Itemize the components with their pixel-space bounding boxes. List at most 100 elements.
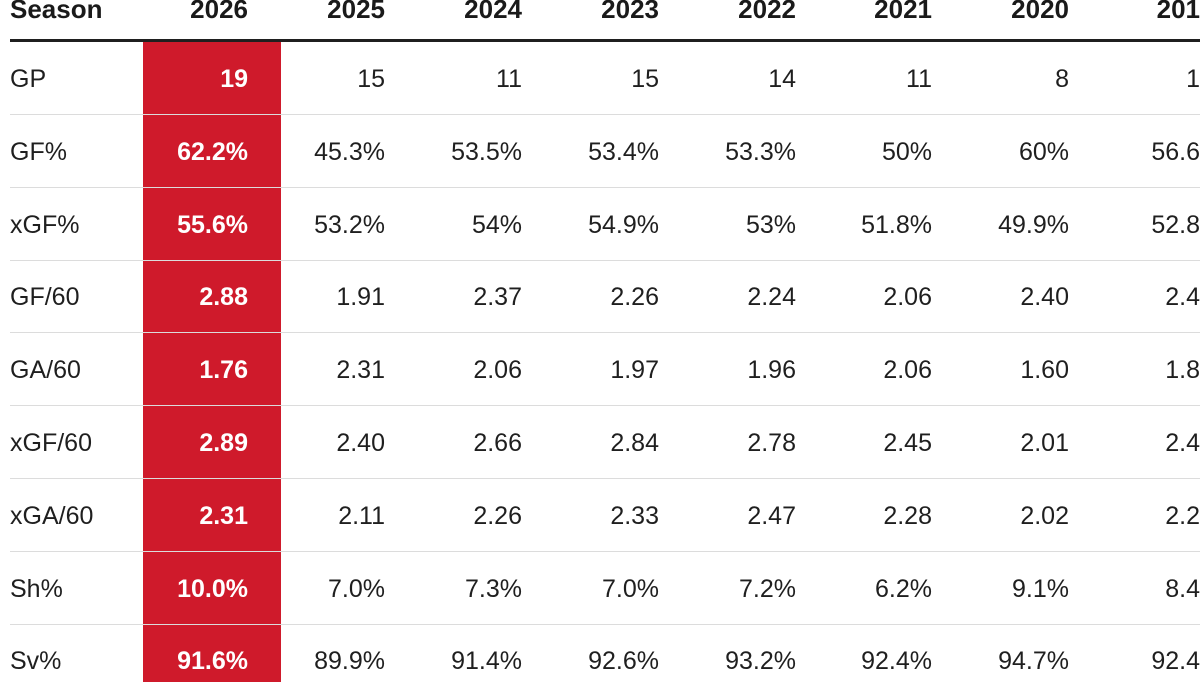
column-header-2026: 2026 xyxy=(190,0,248,24)
cell-xGF%-2022: 53% xyxy=(745,210,796,239)
cell-xGF/60-2021: 2.45 xyxy=(883,429,932,457)
row-label-GA/60: GA/60 xyxy=(10,356,81,385)
row-divider xyxy=(10,623,1200,625)
cell-GP-2026: 19 xyxy=(220,65,248,93)
cell-xGA/60-2021: 2.28 xyxy=(883,501,932,530)
row-label-GF%: GF% xyxy=(10,137,67,166)
cell-GA/60-2026: 1.76 xyxy=(199,356,248,385)
cell-GA/60-2025: 2.31 xyxy=(336,356,385,385)
cell-GF%-2024: 53.5% xyxy=(451,137,522,166)
cell-GA/60-201: 1.8 xyxy=(1165,356,1200,385)
cell-GA/60-2023: 1.97 xyxy=(610,356,659,385)
cell-GP-2023: 15 xyxy=(631,65,659,93)
cell-GF%-201: 56.6 xyxy=(1151,137,1200,166)
cell-xGA/60-2024: 2.26 xyxy=(473,501,522,530)
cell-GA/60-2022: 1.96 xyxy=(747,356,796,385)
row-label-Sh%: Sh% xyxy=(10,574,63,603)
cell-GF/60-201: 2.4 xyxy=(1165,283,1200,312)
cell-xGA/60-201: 2.2 xyxy=(1165,501,1200,530)
highlight-column-band xyxy=(143,42,281,682)
cell-xGF/60-2022: 2.78 xyxy=(747,429,796,457)
cell-xGF/60-2023: 2.84 xyxy=(610,429,659,457)
cell-xGA/60-2025: 2.11 xyxy=(338,501,385,530)
cell-Sh%-2022: 7.2% xyxy=(739,574,796,603)
cell-xGF/60-2024: 2.66 xyxy=(473,429,522,457)
cell-xGA/60-2020: 2.02 xyxy=(1020,501,1069,530)
row-divider xyxy=(10,332,1200,334)
cell-Sh%-201: 8.4 xyxy=(1165,574,1200,603)
cell-Sh%-2020: 9.1% xyxy=(1012,574,1069,603)
cell-xGA/60-2023: 2.33 xyxy=(610,501,659,530)
cell-GA/60-2020: 1.60 xyxy=(1020,356,1069,385)
row-divider xyxy=(10,550,1200,552)
cell-Sh%-2025: 7.0% xyxy=(328,574,385,603)
row-label-Sv%: Sv% xyxy=(10,647,62,676)
cell-Sv%-2023: 92.6% xyxy=(588,647,659,676)
cell-Sv%-2025: 89.9% xyxy=(314,647,385,676)
cell-Sh%-2024: 7.3% xyxy=(465,574,522,603)
cell-xGF%-201: 52.8 xyxy=(1151,210,1200,239)
cell-Sv%-2020: 94.7% xyxy=(998,647,1069,676)
cell-Sv%-2022: 93.2% xyxy=(725,647,796,676)
cell-Sv%-2026: 91.6% xyxy=(177,647,248,676)
cell-Sh%-2023: 7.0% xyxy=(602,574,659,603)
cell-xGF/60-2025: 2.40 xyxy=(336,429,385,457)
cell-xGF%-2026: 55.6% xyxy=(177,210,248,239)
cell-xGF/60-2020: 2.01 xyxy=(1020,429,1069,457)
cell-xGF%-2020: 49.9% xyxy=(998,210,1069,239)
cell-GF%-2025: 45.3% xyxy=(314,137,385,166)
column-header-2025: 2025 xyxy=(327,0,385,24)
cell-Sv%-201: 92.4 xyxy=(1151,647,1200,676)
column-header-2024: 2024 xyxy=(464,0,522,24)
row-label-xGF%: xGF% xyxy=(10,210,80,239)
cell-xGF%-2021: 51.8% xyxy=(861,210,932,239)
cell-xGF/60-201: 2.4 xyxy=(1165,429,1200,457)
column-header-2021: 2021 xyxy=(874,0,932,24)
row-divider xyxy=(10,114,1200,115)
cell-GF%-2020: 60% xyxy=(1018,137,1069,166)
cell-GP-2024: 11 xyxy=(496,65,522,93)
cell-GA/60-2024: 2.06 xyxy=(473,356,522,385)
cell-GF%-2026: 62.2% xyxy=(177,137,248,166)
row-divider xyxy=(10,259,1200,261)
season-header: Season xyxy=(10,0,103,24)
row-divider xyxy=(10,478,1200,479)
cell-Sh%-2026: 10.0% xyxy=(177,574,248,603)
row-divider xyxy=(10,405,1200,407)
cell-GF/60-2020: 2.40 xyxy=(1020,283,1069,312)
row-divider xyxy=(10,186,1200,188)
cell-GF/60-2022: 2.24 xyxy=(747,283,796,312)
cell-xGF%-2023: 54.9% xyxy=(588,210,659,239)
cell-GF/60-2023: 2.26 xyxy=(610,283,659,312)
cell-GP-2025: 15 xyxy=(357,65,385,93)
row-label-GP: GP xyxy=(10,65,47,93)
cell-GF/60-2024: 2.37 xyxy=(473,283,522,312)
cell-GP-201: 1 xyxy=(1186,65,1200,93)
cell-Sv%-2021: 92.4% xyxy=(861,647,932,676)
cell-GF%-2021: 50% xyxy=(881,137,932,166)
cell-GP-2021: 11 xyxy=(906,65,932,93)
cell-Sv%-2024: 91.4% xyxy=(451,647,522,676)
header-divider xyxy=(10,39,1200,42)
column-header-2022: 2022 xyxy=(738,0,796,24)
cell-GF%-2022: 53.3% xyxy=(725,137,796,166)
cell-xGA/60-2022: 2.47 xyxy=(747,501,796,530)
cell-GF/60-2021: 2.06 xyxy=(883,283,932,312)
column-header-201: 201 xyxy=(1156,0,1200,24)
row-label-xGA/60: xGA/60 xyxy=(10,501,94,530)
column-header-2023: 2023 xyxy=(601,0,659,24)
cell-Sh%-2021: 6.2% xyxy=(875,574,932,603)
cell-GF%-2023: 53.4% xyxy=(588,137,659,166)
cell-GA/60-2021: 2.06 xyxy=(883,356,932,385)
cell-GP-2020: 8 xyxy=(1055,65,1069,93)
column-header-2020: 2020 xyxy=(1011,0,1069,24)
cell-GF/60-2026: 2.88 xyxy=(199,283,248,312)
cell-GP-2022: 14 xyxy=(768,65,796,93)
cell-xGF%-2024: 54% xyxy=(471,210,522,239)
row-label-xGF/60: xGF/60 xyxy=(10,429,92,457)
cell-xGF/60-2026: 2.89 xyxy=(199,429,248,457)
row-label-GF/60: GF/60 xyxy=(10,283,80,312)
cell-xGF%-2025: 53.2% xyxy=(314,210,385,239)
cell-xGA/60-2026: 2.31 xyxy=(199,501,248,530)
